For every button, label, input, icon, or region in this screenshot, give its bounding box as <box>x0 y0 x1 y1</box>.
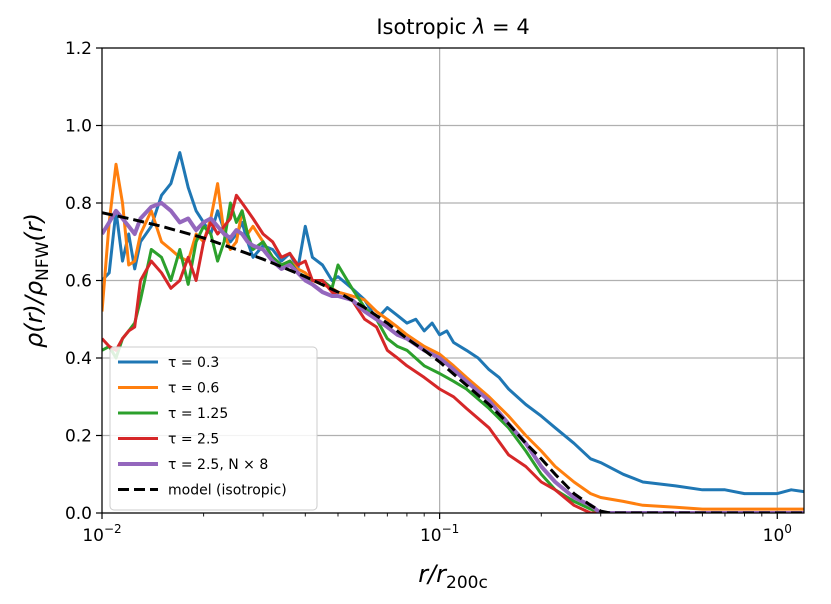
y-tick-label: 0.4 <box>65 349 92 369</box>
series-line-6 <box>102 211 804 513</box>
legend-label-6: model (isotropic) <box>168 483 287 499</box>
legend-label-4: τ = 2.5 <box>168 432 219 448</box>
legend-label-5: τ = 2.5, N × 8 <box>168 457 268 473</box>
x-axis-label: r/r200c <box>418 560 488 593</box>
y-tick-label: 0.0 <box>65 504 92 524</box>
y-tick-label: 1.0 <box>65 117 92 137</box>
legend-label-1: τ = 0.3 <box>168 355 219 371</box>
y-tick-label: 0.2 <box>65 427 92 447</box>
legend-label-3: τ = 1.25 <box>168 406 228 422</box>
y-tick-label: 1.2 <box>65 39 92 59</box>
plot-lines <box>102 151 804 513</box>
y-tick-label: 0.8 <box>65 194 92 214</box>
y-tick-label: 0.6 <box>65 272 92 292</box>
x-tick-label: 10−1 <box>420 522 459 546</box>
legend-box <box>109 346 318 511</box>
x-tick-label: 100 <box>763 522 792 546</box>
legend: τ = 0.3 τ = 0.6 τ = 1.25 τ = 2.5 τ = 2.5, N … <box>109 346 318 511</box>
legend-label-2: τ = 0.6 <box>168 381 219 397</box>
series-line-4 <box>102 193 804 513</box>
chart-title: Isotropic λ = 4 <box>376 15 529 39</box>
series-line-5 <box>102 201 804 513</box>
y-axis-label: ρ(r)/ρNFW(r) <box>20 213 53 348</box>
axis-ticks: 0.0 0.2 0.4 0.6 0.8 1.0 1.2 10−2 10−1 100 <box>65 39 792 546</box>
x-tick-label: 10−2 <box>82 522 121 546</box>
